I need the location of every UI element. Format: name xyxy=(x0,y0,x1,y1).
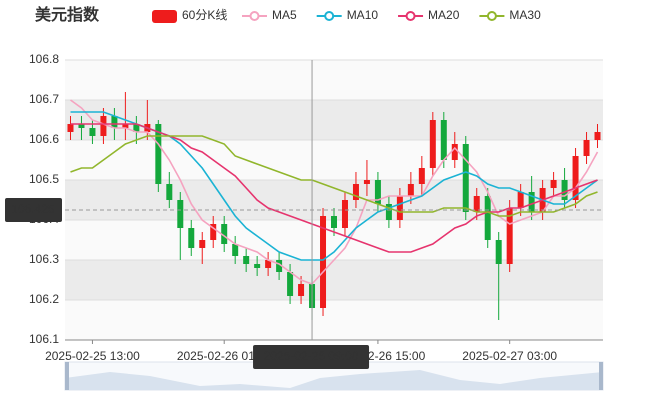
candle-body xyxy=(374,180,381,204)
legend-marker xyxy=(324,11,335,21)
candle-body xyxy=(550,180,557,188)
candle-body xyxy=(155,124,162,184)
candle-body xyxy=(484,196,491,240)
zoom-preview xyxy=(65,370,603,390)
ma-line xyxy=(70,99,599,285)
candle-body xyxy=(199,240,206,248)
grid-band xyxy=(65,300,603,340)
candle-body xyxy=(594,132,601,140)
y-tick-label: 106.8 xyxy=(29,52,59,66)
candle-body xyxy=(210,224,217,240)
candle-body xyxy=(287,272,294,296)
candle-body xyxy=(561,180,568,200)
candle-body xyxy=(363,180,370,184)
crosshair-y-box xyxy=(5,198,62,222)
legend-label: MA30 xyxy=(509,8,541,22)
candle-body xyxy=(67,124,74,132)
candle-body xyxy=(100,116,107,136)
legend-marker xyxy=(405,11,416,21)
candle-body xyxy=(572,156,579,200)
candle-body xyxy=(254,264,261,268)
legend-marker xyxy=(486,11,497,21)
candle-body xyxy=(528,192,535,212)
grid-band xyxy=(65,60,603,100)
legend-label: MA20 xyxy=(428,8,460,22)
candle-body xyxy=(429,120,436,168)
candle-body xyxy=(243,256,250,264)
candle-body xyxy=(396,196,403,220)
candle-body xyxy=(495,240,502,264)
candle-body xyxy=(78,124,85,128)
legend: 60分K线 MA5 MA10 MA20 MA30 xyxy=(152,8,541,23)
crosshair-y-label: 106.425 xyxy=(11,202,55,216)
ma-line xyxy=(70,135,598,217)
candle-body xyxy=(418,168,425,184)
candle-body xyxy=(188,228,195,248)
y-tick-label: 106.6 xyxy=(29,132,59,146)
candle-body xyxy=(462,144,469,212)
candle-body xyxy=(111,116,118,128)
y-tick-label: 106.1 xyxy=(29,332,59,346)
candle-body xyxy=(583,140,590,156)
legend-label: 60分K线 xyxy=(182,8,227,22)
candle-body xyxy=(89,128,96,136)
candle-body xyxy=(320,216,327,308)
y-tick-label: 106.3 xyxy=(29,252,59,266)
legend-marker xyxy=(249,11,260,21)
candle-body xyxy=(407,184,414,196)
candle-body xyxy=(265,260,272,268)
grid-band xyxy=(65,100,603,140)
zoom-handle[interactable] xyxy=(65,362,69,390)
crosshair-x-label: 2025-02-26 09:00 xyxy=(264,349,359,363)
candle-body xyxy=(506,208,513,264)
chart-title: 美元指数 xyxy=(35,5,100,24)
ma-line xyxy=(70,123,598,253)
candle-body xyxy=(298,284,305,296)
candle-body xyxy=(352,184,359,200)
grid-band xyxy=(65,140,603,180)
y-tick-label: 106.2 xyxy=(29,292,59,306)
candle-body xyxy=(133,124,140,132)
candle-body xyxy=(440,120,447,160)
candle-body xyxy=(232,244,239,256)
candle-body xyxy=(331,216,337,228)
legend-label: MA5 xyxy=(272,8,297,22)
y-tick-label: 106.7 xyxy=(29,92,59,106)
candle-body xyxy=(473,196,480,212)
candle-body xyxy=(276,260,283,272)
crosshair-x-box xyxy=(253,345,370,369)
x-tick-label: 2025-02-27 03:00 xyxy=(462,349,557,363)
x-tick-label: 2025-02-25 13:00 xyxy=(45,349,140,363)
candle-body xyxy=(385,204,392,220)
candle-body xyxy=(122,124,129,128)
candle-body xyxy=(221,224,228,244)
candle-body xyxy=(341,200,348,228)
x-tick-label: 2025-02-26 01:00 xyxy=(177,349,272,363)
y-tick-label: 106.5 xyxy=(29,172,59,186)
grid-band xyxy=(65,260,603,300)
candle-body xyxy=(177,200,184,228)
zoom-handle[interactable] xyxy=(599,362,603,390)
legend-swatch xyxy=(152,10,177,23)
candle-body xyxy=(517,192,524,208)
candle-body xyxy=(451,144,458,160)
candle-body xyxy=(166,184,173,200)
legend-label: MA10 xyxy=(347,8,379,22)
